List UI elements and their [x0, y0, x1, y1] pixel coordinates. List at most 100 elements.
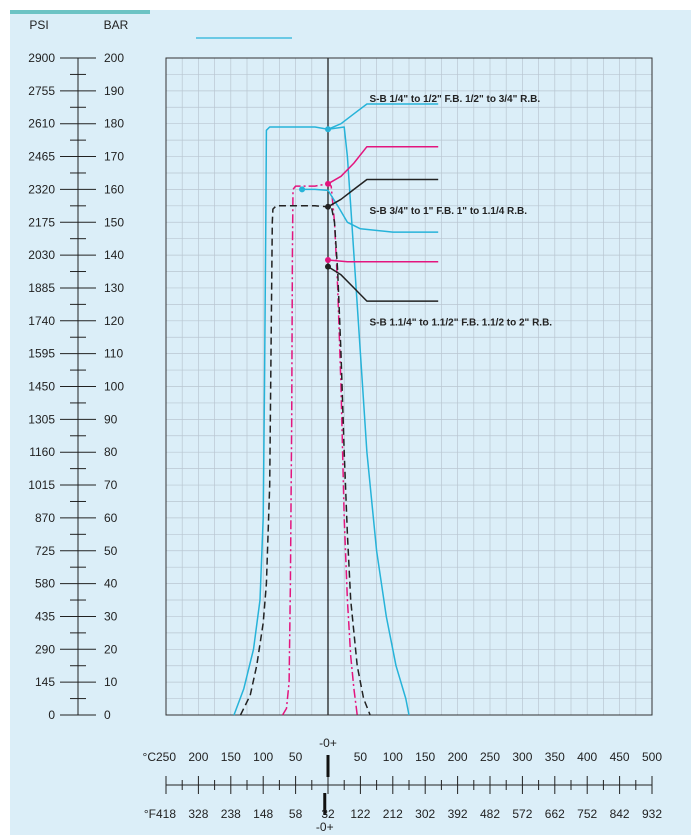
series-line-magenta-solid	[327, 145, 439, 185]
celsius-tick-label: 300	[512, 750, 532, 764]
bar-tick-label: 80	[104, 445, 118, 459]
fahrenheit-tick-label: 148	[253, 807, 273, 821]
zero-point-marker	[325, 126, 331, 133]
psi-tick-label: 1305	[28, 412, 55, 426]
zero-celsius-label: -0+	[319, 736, 337, 750]
psi-tick-label: 725	[35, 544, 55, 558]
valve-size-annotation: S-B 1.1/4" to 1.1/2" F.B. 1.1/2 to 2" R.…	[369, 317, 552, 328]
psi-tick-label: 1740	[28, 314, 55, 328]
psi-tick-label: 1015	[28, 478, 55, 492]
bar-tick-label: 40	[104, 577, 118, 591]
psi-tick-label: 145	[35, 675, 55, 689]
psi-tick-label: 435	[35, 609, 55, 623]
bar-tick-label: 30	[104, 609, 118, 623]
chart-panel	[10, 10, 691, 835]
fahrenheit-tick-label: 842	[610, 807, 630, 821]
series-line-blue-solid	[233, 126, 410, 716]
header-accent-bar	[10, 10, 150, 14]
celsius-tick-label: 100	[383, 750, 403, 764]
fahrenheit-tick-label: 328	[188, 807, 208, 821]
bar-tick-label: 120	[104, 314, 124, 328]
celsius-tick-label: 350	[545, 750, 565, 764]
annotation-layer: S-B 1/4" to 1/2" F.B. 1/2" to 3/4" R.B. S…	[369, 94, 552, 328]
celsius-tick-label: 150	[415, 750, 435, 764]
bar-tick-label: 110	[104, 347, 123, 361]
valve-size-annotation: S-B 1/4" to 1/2" F.B. 1/2" to 3/4" R.B.	[369, 94, 540, 105]
fahrenheit-tick-label: 302	[415, 807, 435, 821]
celsius-tick-label: 200	[448, 750, 468, 764]
bar-tick-label: 90	[104, 412, 118, 426]
bar-tick-label: 0	[104, 708, 111, 722]
celsius-tick-label: 450	[610, 750, 630, 764]
fahrenheit-tick-label: 32	[321, 807, 335, 821]
bar-tick-label: 180	[104, 117, 124, 131]
psi-tick-label: 1885	[28, 281, 55, 295]
celsius-tick-label: 150	[221, 750, 241, 764]
fahrenheit-tick-label: 482	[480, 807, 500, 821]
series-line-black-dashed	[239, 205, 371, 716]
celsius-tick-label: 50	[289, 750, 303, 764]
zero-celsius-bar	[326, 755, 330, 777]
fahrenheit-tick-label: 58	[289, 807, 303, 821]
fahrenheit-tick-label: 238	[221, 807, 241, 821]
fahrenheit-tick-label: 392	[448, 807, 468, 821]
series-line-magenta-solid	[327, 259, 439, 263]
psi-axis-title: PSI	[29, 18, 48, 32]
zero-point-marker	[325, 257, 331, 264]
psi-tick-label: 1595	[28, 347, 55, 361]
bar-tick-label: 130	[104, 281, 124, 295]
fahrenheit-tick-label: 418	[156, 807, 176, 821]
zero-point-marker	[325, 180, 331, 187]
fahrenheit-tick-label: 572	[512, 807, 532, 821]
bar-tick-label: 60	[104, 511, 118, 525]
fahrenheit-tick-label: 212	[383, 807, 403, 821]
psi-tick-label: 2320	[28, 182, 55, 196]
fahrenheit-tick-label: 662	[545, 807, 565, 821]
psi-tick-label: 2175	[28, 215, 55, 229]
celsius-tick-label: 50	[354, 750, 368, 764]
zero-point-marker	[325, 203, 331, 210]
psi-tick-label: 870	[35, 511, 55, 525]
bar-tick-label: 50	[104, 544, 118, 558]
series-line-blue-solid	[302, 188, 439, 233]
bar-tick-label: 190	[104, 84, 124, 98]
series-line-black-solid	[327, 178, 439, 208]
bar-tick-label: 170	[104, 150, 124, 164]
psi-tick-label: 0	[48, 708, 55, 722]
fahrenheit-unit-label: °F	[144, 807, 156, 821]
psi-tick-label: 580	[35, 577, 55, 591]
psi-tick-label: 1160	[29, 445, 55, 459]
bar-tick-label: 200	[104, 51, 124, 65]
zero-point-marker	[299, 186, 306, 193]
zero-point-marker	[325, 263, 331, 270]
plot-grid	[166, 58, 652, 715]
zero-fahrenheit-bar	[323, 793, 327, 815]
valve-size-annotation: S-B 3/4" to 1" F.B. 1" to 1.1/4 R.B.	[369, 206, 527, 217]
bar-tick-label: 160	[104, 182, 124, 196]
bar-tick-label: 150	[104, 215, 124, 229]
bar-axis-title: BAR	[104, 18, 129, 32]
bar-tick-label: 140	[104, 248, 124, 262]
celsius-tick-label: 250	[156, 750, 176, 764]
celsius-tick-label: 400	[577, 750, 597, 764]
psi-tick-label: 2465	[28, 150, 55, 164]
series-line-black-solid	[327, 265, 439, 302]
celsius-tick-label: 100	[253, 750, 273, 764]
bar-tick-label: 10	[104, 675, 118, 689]
bar-tick-label: 100	[104, 380, 124, 394]
fahrenheit-tick-label: 752	[577, 807, 597, 821]
celsius-unit-label: °C	[143, 750, 157, 764]
psi-tick-label: 2900	[28, 51, 55, 65]
fahrenheit-tick-label: 932	[642, 807, 662, 821]
celsius-tick-label: 250	[480, 750, 500, 764]
psi-tick-label: 2755	[28, 84, 55, 98]
psi-tick-label: 1450	[28, 380, 55, 394]
celsius-tick-label: 500	[642, 750, 662, 764]
fahrenheit-tick-label: 122	[350, 807, 370, 821]
bar-tick-label: 20	[104, 642, 118, 656]
celsius-tick-label: 200	[188, 750, 208, 764]
psi-tick-label: 2610	[28, 117, 55, 131]
psi-tick-label: 2030	[28, 248, 55, 262]
